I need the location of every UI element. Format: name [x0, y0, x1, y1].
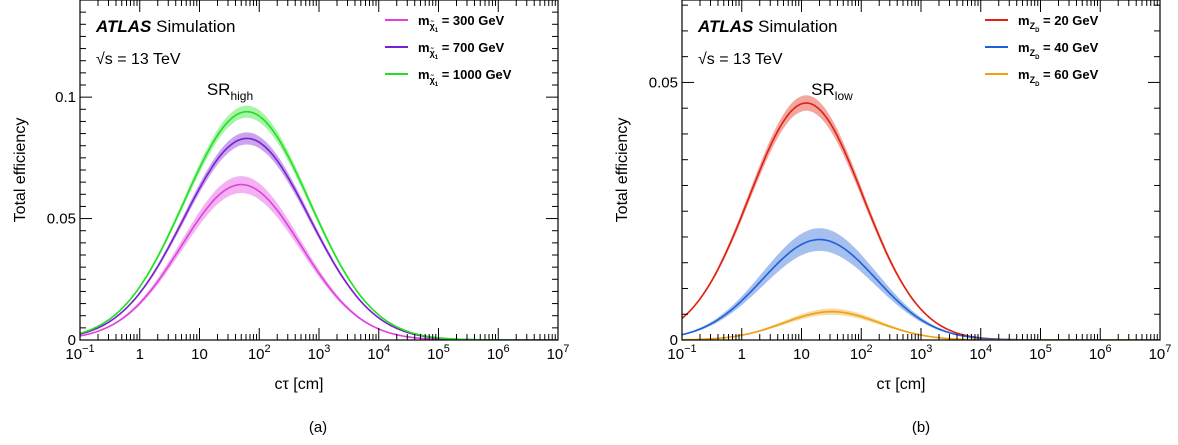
x-tick-label-8: 106: [1089, 343, 1112, 363]
x-tick-label-6: 104: [969, 343, 992, 363]
y-tick-label-2: 0.05: [47, 211, 76, 228]
x-axis-label: cτ [cm]: [877, 376, 926, 393]
x-tick-label-9: 107: [547, 343, 570, 363]
x-tick-label-3: 10: [191, 346, 208, 363]
legend-entry-1: mχ̃1 = 300 GeV: [418, 13, 505, 34]
y-tick-label-3: 0.1: [55, 89, 76, 106]
y-tick-label-1: 0: [670, 332, 678, 349]
y-axis-ticks: [80, 0, 558, 341]
x-tick-label-5: 103: [308, 343, 331, 363]
legend-entry-2: mχ̃1 = 700 GeV: [418, 40, 505, 61]
x-tick-label-4: 102: [850, 343, 873, 363]
series-line-2: [682, 238, 1160, 340]
series-group: [682, 95, 1160, 340]
experiment-label: ATLAS Simulation: [95, 17, 236, 36]
energy-label: √s = 13 TeV: [698, 51, 783, 68]
legend-entry-1: mZD = 20 GeV: [1018, 13, 1099, 34]
legend-entry-3: mχ̃1 = 1000 GeV: [418, 67, 512, 88]
x-tick-label-5: 103: [910, 343, 933, 363]
series-band-2: [682, 228, 1160, 340]
y-axis-label: Total efficiency: [614, 118, 631, 223]
region-label: SRlow: [811, 80, 853, 103]
x-axis-label: cτ [cm]: [275, 376, 324, 393]
x-axis-ticks: [681, 0, 1161, 340]
x-tick-label-7: 105: [1029, 343, 1052, 363]
experiment-label: ATLAS Simulation: [697, 17, 838, 36]
panel-label: (b): [912, 419, 930, 436]
region-label: SRhigh: [207, 80, 253, 103]
series-line-1: [80, 183, 558, 340]
y-axis-label: Total efficiency: [12, 118, 29, 223]
x-tick-label-2: 1: [738, 346, 746, 363]
x-tick-label-9: 107: [1149, 343, 1172, 363]
series-band-1: [80, 176, 558, 340]
series-group: [80, 105, 558, 340]
y-tick-label-2: 0.05: [649, 74, 678, 91]
energy-label: √s = 13 TeV: [96, 51, 181, 68]
x-tick-label-4: 102: [248, 343, 271, 363]
panel-label: (a): [309, 419, 327, 436]
y-axis-ticks: [682, 4, 1160, 341]
x-tick-label-6: 104: [367, 343, 390, 363]
series-line-2: [80, 137, 558, 340]
x-axis-ticks: [79, 0, 559, 340]
series-band-1: [682, 95, 1160, 340]
x-tick-label-3: 10: [793, 346, 810, 363]
x-tick-label-2: 1: [136, 346, 144, 363]
legend-entry-3: mZD = 60 GeV: [1018, 67, 1099, 88]
x-tick-label-8: 106: [487, 343, 510, 363]
y-tick-label-1: 0: [68, 332, 76, 349]
series-line-1: [682, 102, 1160, 340]
x-tick-label-7: 105: [427, 343, 450, 363]
legend-entry-2: mZD = 40 GeV: [1018, 40, 1099, 61]
series-line-3: [80, 110, 558, 340]
